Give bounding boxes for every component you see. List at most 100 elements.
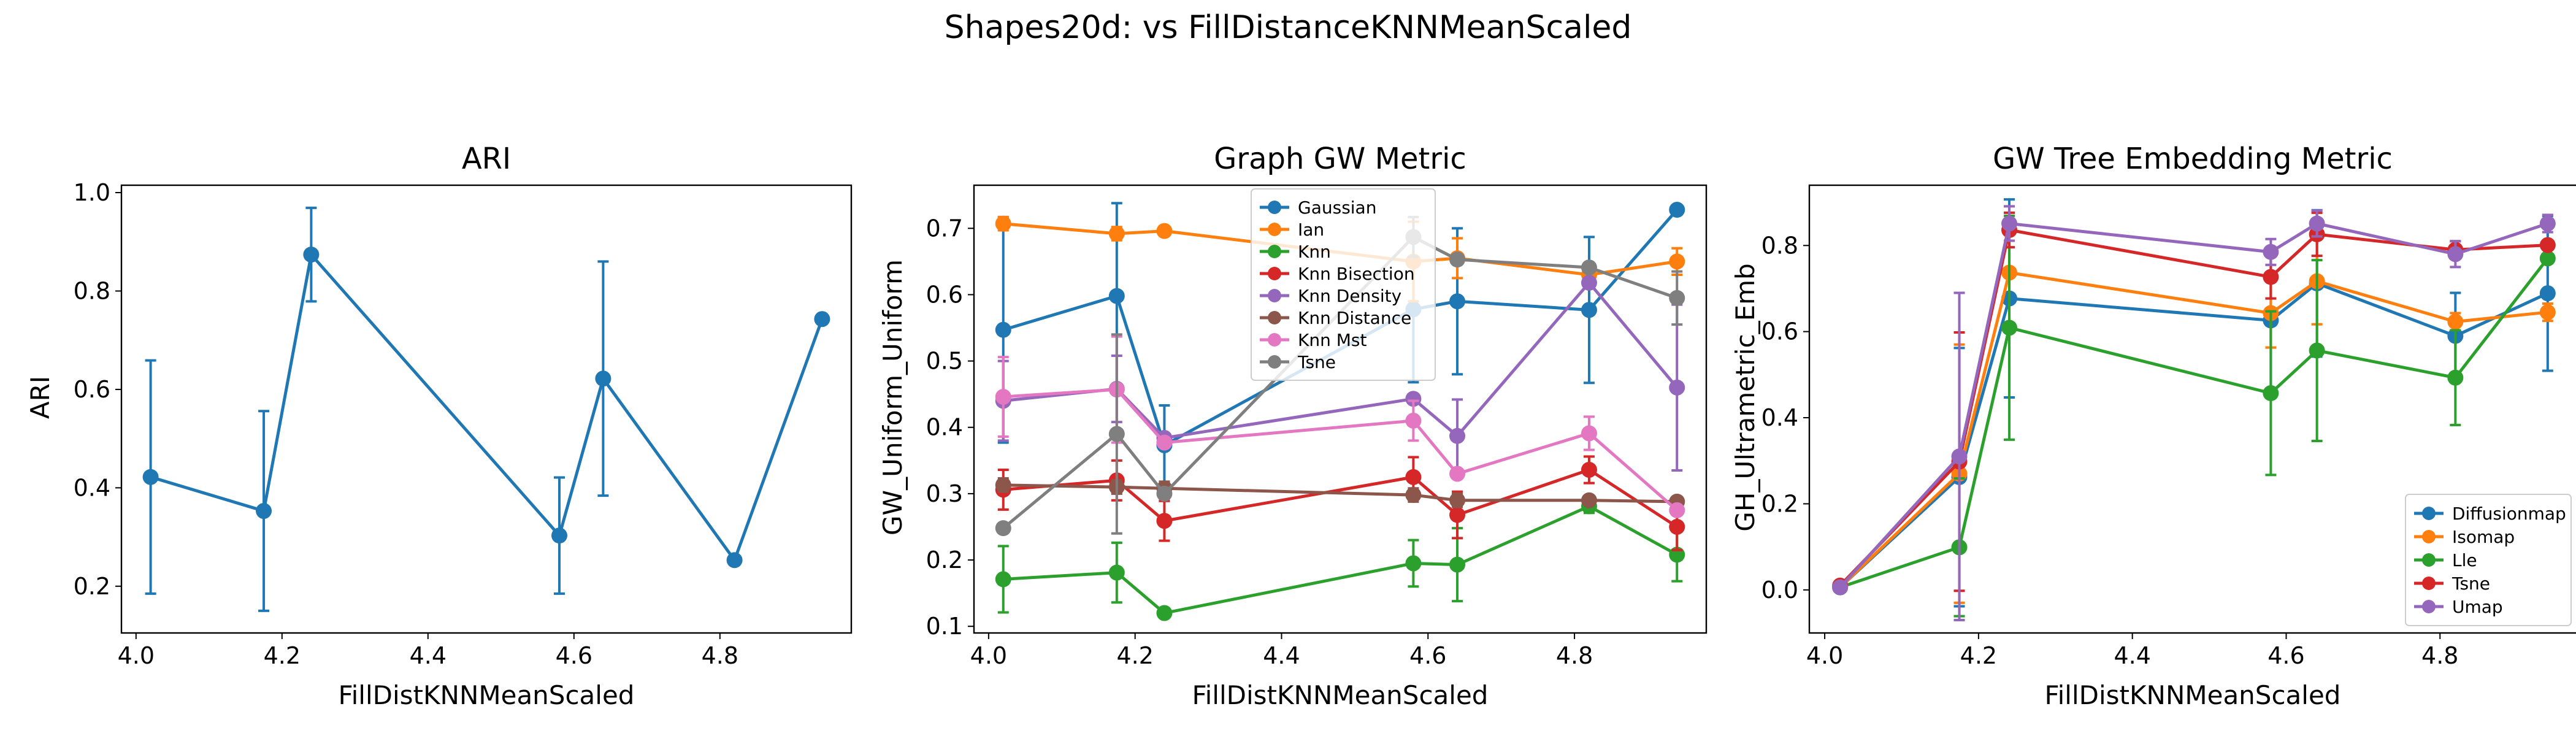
ari-panel-data-point xyxy=(256,503,272,519)
graph-gw-panel-legend-label-knn-density: Knn Density xyxy=(1298,286,1401,306)
graph-gw-panel: Graph GW Metric FillDistKNNMeanScaled GW… xyxy=(878,142,1708,710)
graph-gw-panel-data-point xyxy=(1669,289,1685,306)
graph-gw-panel-data-point xyxy=(995,321,1011,338)
gw-tree-panel-legend-label-umap: Umap xyxy=(2452,597,2503,617)
gw-tree-panel-legend-label-isomap: Isomap xyxy=(2452,527,2515,547)
graph-gw-panel-xlabel: FillDistKNNMeanScaled xyxy=(1192,680,1489,710)
gw-tree-panel-data-point xyxy=(2447,369,2464,386)
ari-panel-xtick-label: 4.8 xyxy=(702,642,738,669)
ari-panel-xlabel: FillDistKNNMeanScaled xyxy=(339,680,635,710)
graph-gw-panel-data-point xyxy=(1449,556,1466,573)
gw-tree-panel-xtick-label: 4.6 xyxy=(2267,642,2304,669)
graph-gw-panel-data-point xyxy=(1156,605,1173,621)
graph-gw-panel-data-point xyxy=(995,571,1011,588)
ari-panel-ytick-label: 0.2 xyxy=(74,573,110,600)
gw-tree-panel-ytick-label: 0.8 xyxy=(1761,232,1798,259)
ari-panel-data-point xyxy=(814,311,830,328)
graph-gw-panel-data-point xyxy=(1669,202,1685,218)
graph-gw-panel-data-point xyxy=(1449,251,1466,268)
ari-panel-ytick-label: 0.8 xyxy=(74,277,110,304)
graph-gw-panel-ylabel: GW_Uniform_Uniform xyxy=(878,259,908,535)
graph-gw-panel-ytick-label: 0.6 xyxy=(926,281,963,308)
graph-gw-panel-data-point xyxy=(1449,492,1466,508)
graph-gw-panel-data-point xyxy=(1669,253,1685,270)
gw-tree-panel-data-point xyxy=(2263,385,2279,402)
graph-gw-panel-data-point xyxy=(1156,485,1173,502)
graph-gw-panel-data-point xyxy=(1669,518,1685,535)
graph-gw-panel-data-point xyxy=(995,215,1011,232)
graph-gw-panel-ytick-label: 0.3 xyxy=(926,480,963,507)
gw-tree-panel-series-umap xyxy=(1832,205,2556,621)
graph-gw-panel-legend-swatch-marker xyxy=(1268,355,1281,369)
gw-tree-panel-axes-frame xyxy=(1808,184,2576,634)
gw-tree-panel-xtick-label: 4.4 xyxy=(2114,642,2150,669)
graph-gw-panel-data-point xyxy=(1156,513,1173,529)
graph-gw-panel-data-point xyxy=(1108,564,1125,581)
graph-gw-panel-legend-label-tsne: Tsne xyxy=(1297,352,1336,372)
ari-panel-xtick-label: 4.4 xyxy=(410,642,447,669)
graph-gw-panel-legend-swatch-marker xyxy=(1268,333,1281,347)
gw-tree-panel-data-point xyxy=(2309,342,2325,359)
gw-tree-panel-legend-label-diffusionmap: Diffusionmap xyxy=(2452,504,2566,524)
ari-panel-axes-frame xyxy=(120,184,853,634)
graph-gw-panel-data-point xyxy=(1405,469,1422,485)
graph-gw-panel-data-point xyxy=(1405,487,1422,504)
ari-panel-data-point xyxy=(142,469,159,485)
ari-panel-ytick-label: 0.6 xyxy=(74,376,110,403)
graph-gw-panel-data-point xyxy=(1108,288,1125,304)
ari-panel-xtick-label: 4.0 xyxy=(118,642,155,669)
gw-tree-panel-data-point xyxy=(2447,246,2464,263)
graph-gw-panel-legend-label-ian: Ian xyxy=(1298,220,1324,240)
ari-panel-ytick-label: 1.0 xyxy=(74,179,110,206)
ari-panel-data-point xyxy=(726,552,743,569)
gw-tree-panel-legend-box xyxy=(2405,494,2572,626)
graph-gw-panel-legend-box xyxy=(1251,188,1436,381)
gw-tree-panel-ylabel: GH_Ultrametric_Emb xyxy=(1730,263,1760,531)
graph-gw-panel-xtick-label: 4.6 xyxy=(1409,642,1446,669)
graph-gw-panel-data-point xyxy=(1449,427,1466,444)
gw-tree-panel-data-point xyxy=(2539,250,2556,267)
gw-tree-panel-legend-label-tsne: Tsne xyxy=(2451,573,2490,594)
graph-gw-panel-legend-label-knn-mst: Knn Mst xyxy=(1298,330,1367,350)
gw-tree-panel-data-point xyxy=(2309,215,2325,232)
graph-gw-panel-data-point xyxy=(1669,502,1685,518)
gw-tree-panel-xtick-label: 4.8 xyxy=(2421,642,2458,669)
gw-tree-panel-ytick-label: 0.0 xyxy=(1761,577,1798,604)
graph-gw-panel-legend-swatch-marker xyxy=(1268,201,1281,214)
ari-panel-data-point xyxy=(551,527,567,544)
graph-gw-panel-data-point xyxy=(1449,507,1466,523)
gw-tree-panel-ytick-label: 0.6 xyxy=(1761,318,1798,345)
gw-tree-panel-data-point xyxy=(2539,285,2556,302)
ari-panel-xtick-label: 4.2 xyxy=(264,642,301,669)
gw-tree-panel-data-point xyxy=(2263,269,2279,285)
graph-gw-panel-title: Graph GW Metric xyxy=(1214,142,1466,176)
gw-tree-panel-data-point xyxy=(2539,237,2556,253)
graph-gw-panel-data-point xyxy=(1581,461,1597,478)
graph-gw-panel-legend-swatch-marker xyxy=(1268,267,1281,280)
graph-gw-panel-ytick-label: 0.1 xyxy=(926,613,963,640)
graph-gw-panel-data-point xyxy=(1405,391,1422,407)
graph-gw-panel-data-point xyxy=(1405,555,1422,572)
gw-tree-panel-ytick-label: 0.2 xyxy=(1761,490,1798,517)
graph-gw-panel-legend-label-knn-bisection: Knn Bisection xyxy=(1298,264,1415,284)
graph-gw-panel-data-point xyxy=(1108,426,1125,442)
graph-gw-panel-xtick-label: 4.2 xyxy=(1116,642,1153,669)
graph-gw-panel-data-point xyxy=(995,388,1011,405)
ari-panel-title: ARI xyxy=(462,142,511,176)
ari-panel: ARI FillDistKNNMeanScaled ARI 4.0 4.2 4.4 4… xyxy=(25,142,853,710)
ari-panel-data-point xyxy=(595,370,611,387)
graph-gw-panel-xtick-label: 4.0 xyxy=(970,642,1007,669)
graph-gw-panel-data-point xyxy=(1449,466,1466,482)
graph-gw-panel-legend-swatch-marker xyxy=(1268,311,1281,324)
ari-panel-series-series xyxy=(142,206,830,612)
gw-tree-panel-data-point xyxy=(2263,243,2279,260)
gw-tree-panel-legend-swatch-marker xyxy=(2422,600,2436,613)
graph-gw-panel-data-point xyxy=(1449,293,1466,310)
gw-tree-panel-xtick-label: 4.0 xyxy=(1806,642,1843,669)
graph-gw-panel-legend-label-knn: Knn xyxy=(1298,242,1331,262)
gw-tree-panel-legend-label-lle: Lle xyxy=(2452,550,2477,570)
graph-gw-panel-data-point xyxy=(1405,412,1422,429)
graph-gw-panel-legend-label-knn-distance: Knn Distance xyxy=(1298,308,1411,328)
